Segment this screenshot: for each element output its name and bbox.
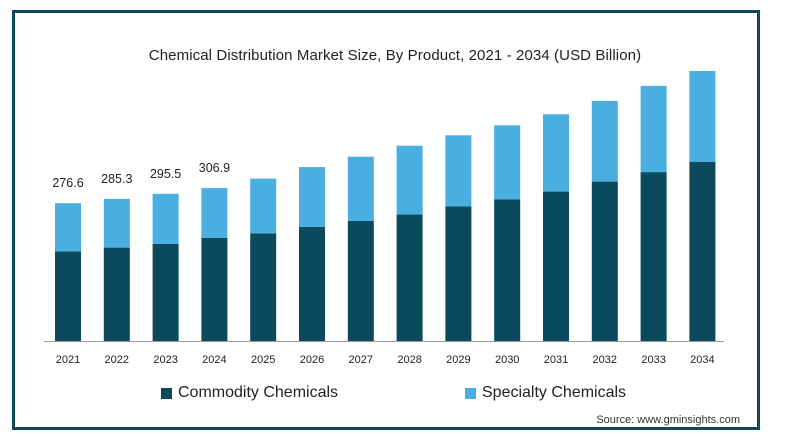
bar-specialty-2027 bbox=[347, 156, 374, 221]
bar-specialty-2033 bbox=[640, 85, 667, 173]
bar-specialty-2022 bbox=[103, 198, 130, 248]
x-tick-label-2026: 2026 bbox=[300, 354, 324, 366]
chart-title: Chemical Distribution Market Size, By Pr… bbox=[148, 47, 642, 64]
bar-specialty-2028 bbox=[396, 145, 423, 215]
chart-legend: Commodity Chemicals Specialty Chemicals bbox=[0, 384, 790, 408]
bar-specialty-2031 bbox=[543, 114, 569, 192]
bar-commodity-2034 bbox=[689, 161, 716, 341]
bar-specialty-2029 bbox=[445, 135, 472, 207]
bar-specialty-2032 bbox=[591, 100, 618, 182]
bar-commodity-2029 bbox=[445, 206, 472, 341]
source-note: Source: www.gminsights.com bbox=[596, 414, 740, 426]
bar-commodity-2032 bbox=[591, 181, 618, 341]
x-tick-label-2024: 2024 bbox=[202, 354, 226, 366]
bar-specialty-2026 bbox=[299, 167, 325, 227]
x-tick-label-2032: 2032 bbox=[593, 354, 617, 366]
x-tick-label-2029: 2029 bbox=[446, 354, 470, 366]
bar-specialty-2030 bbox=[494, 125, 521, 200]
bar-commodity-2027 bbox=[347, 220, 374, 341]
bar-specialty-2025 bbox=[250, 178, 277, 234]
legend-item-specialty: Specialty Chemicals bbox=[465, 384, 626, 402]
legend-label-specialty: Specialty Chemicals bbox=[482, 384, 627, 401]
legend-swatch-commodity bbox=[161, 387, 172, 399]
bar-commodity-2031 bbox=[543, 191, 569, 341]
bar-commodity-2030 bbox=[494, 199, 521, 341]
bar-commodity-2021 bbox=[55, 251, 81, 341]
bar-commodity-2024 bbox=[201, 237, 228, 341]
x-tick-label-2023: 2023 bbox=[153, 354, 177, 366]
legend-swatch-specialty bbox=[465, 387, 476, 399]
bar-commodity-2028 bbox=[396, 214, 423, 341]
bar-commodity-2033 bbox=[640, 172, 667, 341]
x-tick-label-2025: 2025 bbox=[251, 354, 275, 366]
bar-specialty-2021 bbox=[55, 203, 81, 252]
bar-commodity-2022 bbox=[103, 247, 130, 341]
legend-label-commodity: Commodity Chemicals bbox=[178, 384, 339, 401]
bar-commodity-2025 bbox=[250, 233, 277, 341]
x-tick-label-2033: 2033 bbox=[641, 354, 665, 366]
legend-item-commodity: Commodity Chemicals bbox=[161, 384, 338, 402]
x-tick-label-2021: 2021 bbox=[56, 354, 80, 366]
x-tick-label-2034: 2034 bbox=[690, 354, 714, 366]
bar-specialty-2023 bbox=[152, 193, 179, 244]
x-tick-label-2031: 2031 bbox=[544, 354, 568, 366]
bar-specialty-2024 bbox=[201, 188, 228, 238]
bar-commodity-2026 bbox=[299, 226, 325, 341]
x-tick-label-2030: 2030 bbox=[495, 354, 519, 366]
bar-commodity-2023 bbox=[152, 243, 179, 341]
x-tick-label-2027: 2027 bbox=[349, 354, 373, 366]
total-label-2024: 306.9 bbox=[199, 161, 230, 175]
bar-specialty-2034 bbox=[689, 71, 716, 162]
x-tick-label-2028: 2028 bbox=[397, 354, 421, 366]
total-label-2021: 276.6 bbox=[52, 176, 83, 190]
chart-frame bbox=[12, 10, 760, 430]
total-label-2022: 285.3 bbox=[101, 172, 132, 186]
total-label-2023: 295.5 bbox=[150, 167, 181, 181]
x-tick-label-2022: 2022 bbox=[105, 354, 129, 366]
